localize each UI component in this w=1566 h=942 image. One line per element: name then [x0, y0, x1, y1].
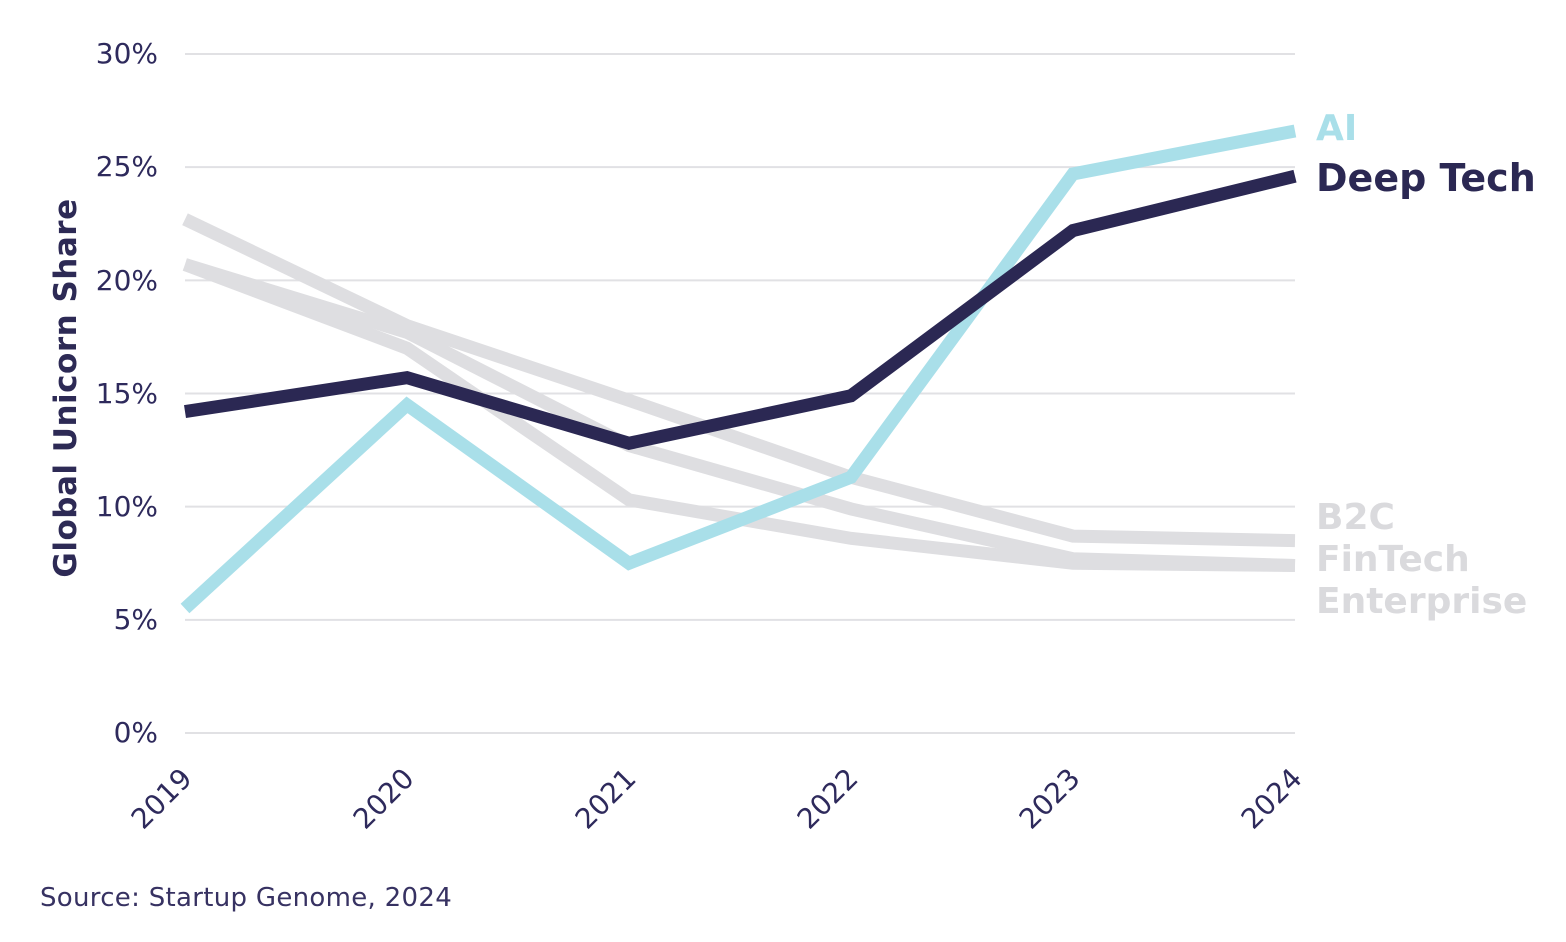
series-label-deep-tech: Deep Tech [1316, 156, 1536, 200]
series-label-b2c: B2C [1316, 497, 1395, 538]
y-tick-20: 20% [95, 264, 158, 297]
y-tick-30: 30% [95, 37, 158, 70]
series-line-deep-tech [184, 169, 1297, 450]
y-tick-10: 10% [95, 490, 158, 523]
series-label-ai: AI [1316, 108, 1358, 149]
y-tick-25: 25% [95, 150, 158, 183]
series-label-enterprise: Enterprise [1316, 581, 1528, 622]
series-label-fintech: FinTech [1316, 539, 1470, 580]
y-tick-15: 15% [95, 377, 158, 410]
y-tick-5: 5% [113, 603, 158, 636]
y-tick-0: 0% [113, 716, 158, 749]
source-note: Source: Startup Genome, 2024 [40, 883, 453, 913]
series-line-ai [180, 124, 1297, 614]
series-line-b2c [182, 213, 1296, 548]
